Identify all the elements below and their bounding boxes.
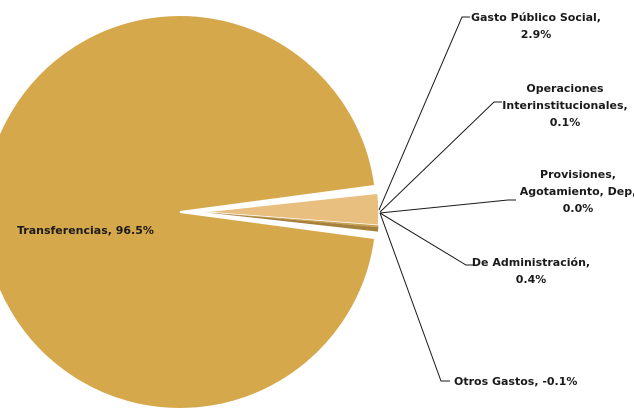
label-administracion-line2: 0.4%: [516, 273, 547, 286]
leader-line-gasto: [378, 16, 470, 211]
label-operaciones-line2: Interinstitucionales,: [502, 99, 627, 112]
label-provisiones-line3: 0.0%: [563, 202, 594, 215]
slice-operaciones-interinstitucionales: [202, 212, 379, 228]
label-transferencias: Transferencias, 96.5%: [17, 224, 154, 237]
label-administracion-line1: De Administración,: [472, 256, 590, 269]
leader-line-otros: [379, 212, 450, 382]
leader-line-operaciones: [379, 101, 502, 213]
label-operaciones-line3: 0.1%: [550, 116, 581, 129]
label-provisiones-line2: Agotamiento, Dep,: [520, 185, 634, 198]
label-operaciones-line1: Operaciones: [526, 82, 604, 95]
leader-line-provisiones: [379, 199, 516, 214]
label-gasto-line1: Gasto Público Social,: [471, 11, 601, 24]
label-provisiones-line1: Provisiones,: [540, 168, 616, 181]
leader-line-administracion: [379, 212, 474, 266]
slice-de-administracion: [202, 212, 379, 232]
label-gasto-line2: 2.9%: [521, 28, 552, 41]
slice-transferencias: [0, 14, 377, 410]
label-otros-gastos: Otros Gastos, -0.1%: [454, 375, 577, 388]
